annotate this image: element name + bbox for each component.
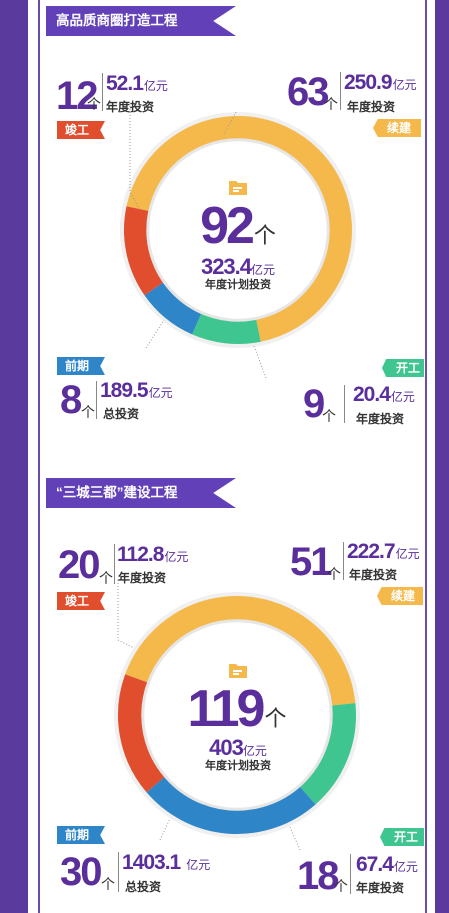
- donut-slice-前期: [146, 776, 316, 834]
- divider: [350, 854, 351, 894]
- stat-invest: 189.5亿元: [100, 379, 173, 402]
- stat-invest: 67.4亿元: [356, 853, 418, 876]
- divider: [344, 385, 345, 423]
- center-total-invest: 323.4亿元: [200, 254, 276, 279]
- frame-right-border: [435, 0, 449, 913]
- donut-inner-shadow: [146, 138, 330, 322]
- stat-invest: 250.9亿元: [344, 71, 417, 94]
- donut-chart: [120, 112, 356, 348]
- stat-unit: 个: [327, 566, 341, 582]
- stat-caption: 年度投资: [356, 881, 405, 895]
- center-total-caption: 年度计划投资: [205, 279, 271, 291]
- donut-slice-开工: [299, 703, 356, 805]
- donut-slice-竣工: [118, 674, 165, 793]
- tag-ongoing: 续建: [373, 119, 421, 137]
- folder-icon: [229, 664, 247, 678]
- stat-unit: 个: [99, 570, 113, 586]
- stat-unit: 个: [81, 404, 95, 420]
- divider: [96, 381, 97, 419]
- donut-inner-shadow: [141, 619, 333, 811]
- frame-left-border: [0, 0, 28, 913]
- donut-slice-竣工: [124, 206, 164, 296]
- center-total-count: 92个: [200, 197, 276, 255]
- stat-invest: 52.1亿元: [106, 72, 168, 95]
- stat-caption: 年度投资: [118, 571, 167, 585]
- divider: [340, 72, 341, 110]
- donut-chart: [114, 592, 360, 838]
- stat-invest: 222.7亿元: [347, 540, 420, 563]
- center-total-count: 119个: [187, 680, 287, 738]
- section-title-ribbon: 高品质商圈打造工程: [46, 6, 236, 36]
- section-title-ribbon: “三城三都”建设工程: [46, 478, 236, 508]
- stat-unit: 个: [324, 96, 338, 112]
- donut-slice-续建: [125, 596, 356, 706]
- stat-invest: 1403.1 亿元: [122, 851, 211, 874]
- donut-slice-前期: [144, 281, 202, 335]
- stat-caption: 年度投资: [347, 100, 396, 114]
- stat-unit: 个: [101, 876, 115, 892]
- tag-completed: 竣工: [57, 121, 105, 139]
- stat-caption: 年度投资: [349, 568, 398, 582]
- donut-hole: [146, 138, 330, 322]
- stat-unit: 个: [87, 96, 101, 112]
- divider: [114, 544, 115, 584]
- donut-hole: [141, 619, 333, 811]
- tag-completed: 竣工: [57, 592, 105, 610]
- donut-slice-开工: [192, 313, 261, 344]
- center-total-invest: 403亿元: [209, 735, 267, 760]
- stat-unit: 个: [322, 408, 336, 424]
- divider: [102, 73, 103, 111]
- stat-caption: 年度投资: [356, 412, 405, 426]
- stat-invest: 20.4亿元: [353, 383, 415, 406]
- donut-slice-续建: [126, 116, 352, 342]
- tag-preliminary: 前期: [57, 357, 105, 375]
- folder-icon: [229, 181, 247, 195]
- divider: [343, 542, 344, 580]
- frame-inner-right-line: [425, 0, 427, 913]
- center-total-caption: 年度计划投资: [205, 760, 271, 772]
- frame-inner-left-line: [38, 0, 40, 913]
- stat-caption: 总投资: [103, 407, 140, 421]
- stat-unit: 个: [334, 878, 348, 894]
- divider: [118, 852, 119, 892]
- stat-caption: 总投资: [125, 880, 162, 894]
- stat-invest: 112.8亿元: [117, 543, 189, 566]
- tag-ongoing: 续建: [377, 587, 423, 605]
- tag-started: 开工: [382, 359, 424, 377]
- tag-preliminary: 前期: [57, 826, 105, 844]
- tag-started: 开工: [380, 828, 424, 846]
